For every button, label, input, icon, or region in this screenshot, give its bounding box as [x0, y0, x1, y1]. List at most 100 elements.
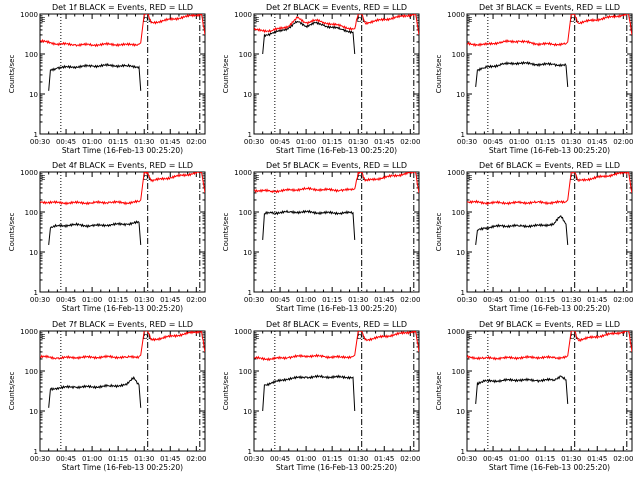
x-tick-label: 02:00 [613, 455, 633, 463]
panel-title: Det 5f BLACK = Events, RED = LLD [266, 161, 407, 170]
x-tick-label: 00:45 [483, 455, 503, 463]
x-tick-label: 01:15 [535, 455, 555, 463]
corner-mark: E [468, 333, 472, 341]
x-tick-label: 01:45 [587, 296, 607, 304]
events-series-line [262, 209, 356, 240]
x-tick-label: 01:00 [296, 138, 316, 146]
x-axis-label: Start Time (16-Feb-13 00:25:20) [62, 146, 183, 155]
detector-panel: Det 7f BLACK = Events, RED = LLD 1 10 100 10… [8, 320, 206, 472]
x-tick-label: 01:45 [374, 455, 394, 463]
x-tick-label: 01:30 [561, 455, 581, 463]
x-tick-label: 01:45 [160, 138, 180, 146]
panel-title: Det 9f BLACK = Events, RED = LLD [479, 320, 620, 329]
lld-series-line [467, 14, 632, 47]
y-tick-label: 100 [452, 51, 465, 59]
x-tick-label: 01:45 [587, 138, 607, 146]
y-tick-label: 100 [239, 51, 252, 59]
x-tick-label: 00:45 [270, 138, 290, 146]
y-tick-label: 100 [452, 209, 465, 217]
x-tick-label: 00:30 [30, 296, 50, 304]
x-tick-label: 00:30 [457, 296, 477, 304]
x-tick-label: 02:00 [186, 296, 206, 304]
detector-panel: Det 4f BLACK = Events, RED = LLD 1 10 100 10… [8, 161, 206, 313]
y-tick-label: 1 [461, 448, 465, 456]
y-tick-label: 10 [243, 91, 252, 99]
x-tick-label: 01:00 [82, 296, 102, 304]
x-tick-label: 00:30 [30, 455, 50, 463]
x-tick-label: 01:30 [134, 296, 154, 304]
corner-mark: E [468, 174, 472, 182]
lld-series-line [40, 331, 205, 360]
x-tick-label: 02:00 [400, 455, 420, 463]
plot-frame [253, 13, 420, 135]
detector-panel: Det 5f BLACK = Events, RED = LLD 1 10 100 10… [222, 161, 420, 313]
x-tick-label: 00:30 [244, 455, 264, 463]
x-tick-label: 01:15 [108, 296, 128, 304]
x-tick-label: 01:15 [108, 138, 128, 146]
events-series-line [262, 20, 356, 55]
lld-series-line [467, 331, 632, 361]
y-axis-label: Counts/sec [435, 55, 443, 94]
detector-panel: Det 2f BLACK = Events, RED = LLD 1 10 100 10… [222, 3, 420, 155]
x-tick-label: 00:45 [270, 296, 290, 304]
plot-frame [253, 171, 420, 293]
y-tick-label: 10 [456, 249, 465, 257]
y-tick-label: 1000 [20, 169, 38, 177]
x-tick-label: 01:00 [509, 455, 529, 463]
corner-mark: E [41, 16, 45, 24]
y-tick-label: 10 [29, 408, 38, 416]
x-tick-label: 00:30 [457, 455, 477, 463]
plot-frame [39, 171, 206, 293]
x-axis-label: Start Time (16-Feb-13 00:25:20) [489, 304, 610, 313]
y-tick-label: 10 [456, 91, 465, 99]
y-tick-label: 1000 [20, 328, 38, 336]
x-tick-label: 02:00 [400, 296, 420, 304]
x-axis-label: Start Time (16-Feb-13 00:25:20) [276, 146, 397, 155]
lld-series-line [40, 172, 205, 206]
panel-title: Det 8f BLACK = Events, RED = LLD [266, 320, 407, 329]
y-tick-label: 100 [239, 368, 252, 376]
corner-mark: E [41, 333, 45, 341]
x-tick-label: 00:30 [244, 296, 264, 304]
x-tick-label: 01:00 [82, 455, 102, 463]
plot-frame [39, 13, 206, 135]
y-axis-label: Counts/sec [222, 213, 230, 252]
panel-title: Det 2f BLACK = Events, RED = LLD [266, 3, 407, 12]
x-tick-label: 01:30 [561, 296, 581, 304]
y-axis-label: Counts/sec [8, 213, 16, 252]
x-tick-label: 00:30 [244, 138, 264, 146]
y-tick-label: 1 [461, 131, 465, 139]
y-tick-label: 10 [29, 249, 38, 257]
y-tick-label: 100 [452, 368, 465, 376]
events-series-line [475, 215, 569, 246]
panel-title: Det 4f BLACK = Events, RED = LLD [52, 161, 193, 170]
corner-mark: E [41, 174, 45, 182]
y-tick-label: 10 [456, 408, 465, 416]
x-axis-label: Start Time (16-Feb-13 00:25:20) [62, 463, 183, 472]
y-axis-label: Counts/sec [8, 55, 16, 94]
x-tick-label: 00:45 [270, 455, 290, 463]
plot-frame [253, 330, 420, 452]
lld-series-line [254, 172, 419, 194]
lld-series-line [467, 172, 632, 206]
y-tick-label: 100 [25, 209, 38, 217]
y-tick-label: 1000 [447, 11, 465, 19]
y-tick-label: 100 [239, 209, 252, 217]
events-series-line [48, 220, 142, 246]
y-axis-label: Counts/sec [435, 372, 443, 411]
y-axis-label: Counts/sec [435, 213, 443, 252]
y-tick-label: 1 [248, 131, 252, 139]
detector-panel: Det 1f BLACK = Events, RED = LLD 1 10 100 10… [8, 3, 206, 155]
events-series-line [262, 374, 356, 412]
y-tick-label: 1000 [20, 11, 38, 19]
x-axis-label: Start Time (16-Feb-13 00:25:20) [489, 463, 610, 472]
events-series-line [48, 375, 142, 408]
x-tick-label: 00:30 [457, 138, 477, 146]
y-axis-label: Counts/sec [8, 372, 16, 411]
y-axis-label: Counts/sec [222, 55, 230, 94]
lld-series-line [254, 14, 419, 35]
x-tick-label: 01:30 [348, 455, 368, 463]
y-tick-label: 10 [29, 91, 38, 99]
x-tick-label: 01:00 [82, 138, 102, 146]
